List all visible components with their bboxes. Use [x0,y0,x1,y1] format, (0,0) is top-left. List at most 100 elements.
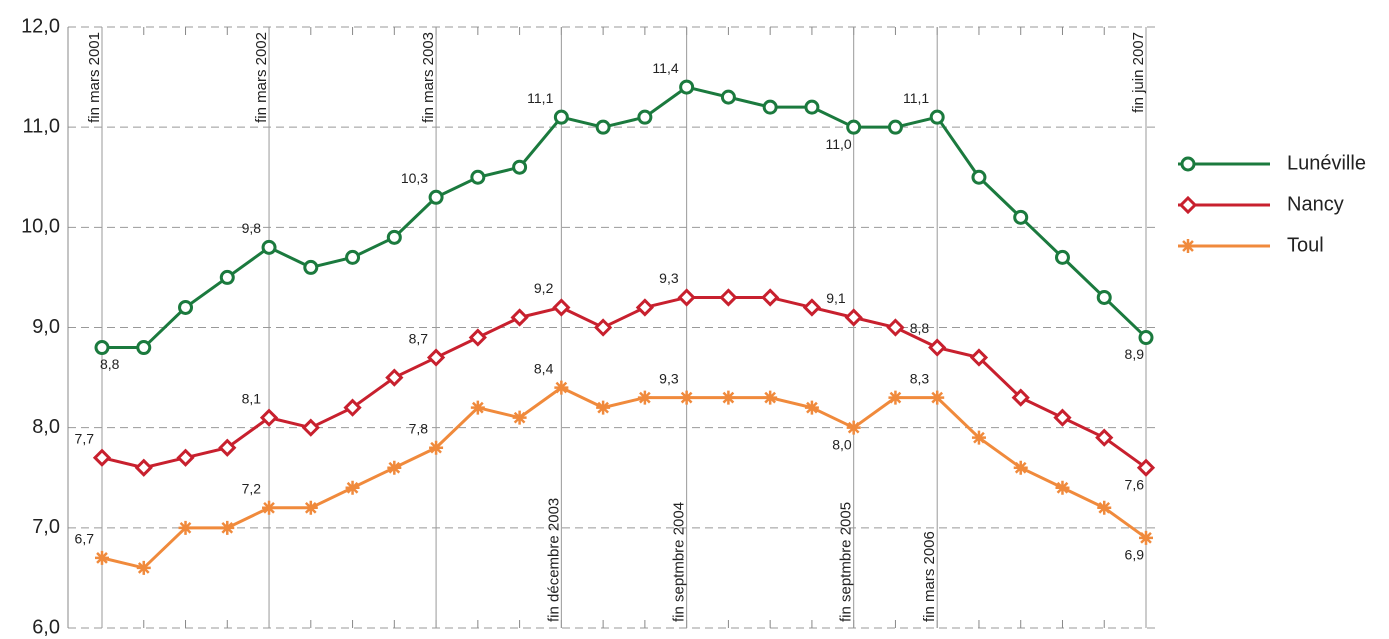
marker [385,368,404,387]
marker [512,410,527,425]
marker [1096,289,1112,305]
marker [1013,460,1028,475]
marker [94,340,110,356]
data-label: 7,2 [242,481,262,497]
marker [930,390,945,405]
marker [804,400,819,415]
marker [888,390,903,405]
marker [929,109,945,125]
data-label: 10,3 [401,170,428,186]
marker [1180,156,1196,172]
marker [928,338,947,357]
data-label: 9,2 [534,280,554,296]
marker [637,390,652,405]
marker [95,550,109,565]
data-label: 9,3 [659,270,679,286]
data-label: 11,4 [652,60,678,76]
data-label: 6,7 [75,531,95,547]
marker [345,480,360,495]
data-label: 6,9 [1125,547,1145,563]
series-line [101,295,1147,470]
annotation: 9,3 [659,370,679,386]
marker [637,109,653,125]
marker [468,328,487,347]
marker [510,308,529,327]
y-tick-label: 9,0 [32,316,60,338]
marker [1011,388,1030,407]
data-label: 8,1 [242,390,262,406]
marker [262,500,277,515]
marker [1181,239,1195,253]
data-label: 8,7 [409,330,429,346]
marker [92,448,112,467]
marker [301,418,320,437]
marker [178,299,194,315]
marker [596,400,611,415]
data-label: 8,8 [910,320,930,336]
legend-label: Toul [1287,234,1324,256]
series: 7,7 8,1 8,7 9,2 9,3 9,1 8,8 7,6 [75,270,1156,492]
marker [220,520,235,535]
x-tick-label: fin mars 2006 [921,531,938,622]
marker [1054,249,1070,265]
marker [677,288,696,307]
data-label: 9,8 [242,220,262,236]
y-tick-label: 8,0 [32,416,60,438]
marker [218,438,237,457]
marker [552,298,571,317]
marker [804,99,820,115]
marker [136,560,151,575]
x-tick-label: fin mars 2001 [86,32,103,123]
marker [261,239,277,255]
marker [553,109,569,125]
marker [593,318,613,337]
data-label: 8,4 [534,360,554,376]
data-label: 8,0 [832,436,852,452]
marker [1138,330,1154,346]
marker [1139,530,1153,545]
marker [802,298,822,317]
series: 6,7 7,2 7,8 8,4 8,0 8,3 6,9 [75,360,1153,575]
marker [470,400,485,415]
marker [1013,209,1029,225]
data-label: 8,3 [910,370,930,386]
marker [386,229,402,245]
marker [1136,458,1156,477]
marker [134,458,153,477]
marker [176,448,195,467]
marker [635,298,655,317]
marker [219,269,235,285]
marker [844,308,863,327]
marker [762,99,778,115]
x-tick-label: fin septmbre 2004 [671,502,688,622]
data-label: 7,6 [1125,476,1145,492]
marker [846,119,862,135]
marker [259,408,279,427]
marker [1053,408,1072,427]
x-tick-label: fin décembre 2003 [545,498,562,622]
data-label: 11,0 [825,136,851,152]
x-tick-label: fin septmbre 2005 [838,502,855,622]
legend-label: Lunéville [1287,152,1366,174]
data-label: 9,1 [826,290,846,306]
marker [886,318,905,337]
marker [426,348,446,367]
marker [136,340,152,356]
y-tick-label: 10,0 [21,216,60,238]
marker [1095,428,1114,447]
x-tick-label: fin mars 2003 [420,32,437,123]
legend-label: Nancy [1287,193,1344,215]
x-tick-label: fin juin 2007 [1130,32,1147,113]
data-label: 11,1 [527,90,553,106]
x-tick-label: fin mars 2002 [253,32,270,123]
marker [512,159,528,175]
data-label: 8,8 [100,356,120,372]
marker [1055,480,1070,495]
data-label: 7,8 [409,420,429,436]
data-label: 11,1 [903,90,929,106]
marker [1178,195,1198,215]
marker [761,288,780,307]
marker [971,169,987,185]
marker [720,89,736,105]
marker [428,189,444,205]
